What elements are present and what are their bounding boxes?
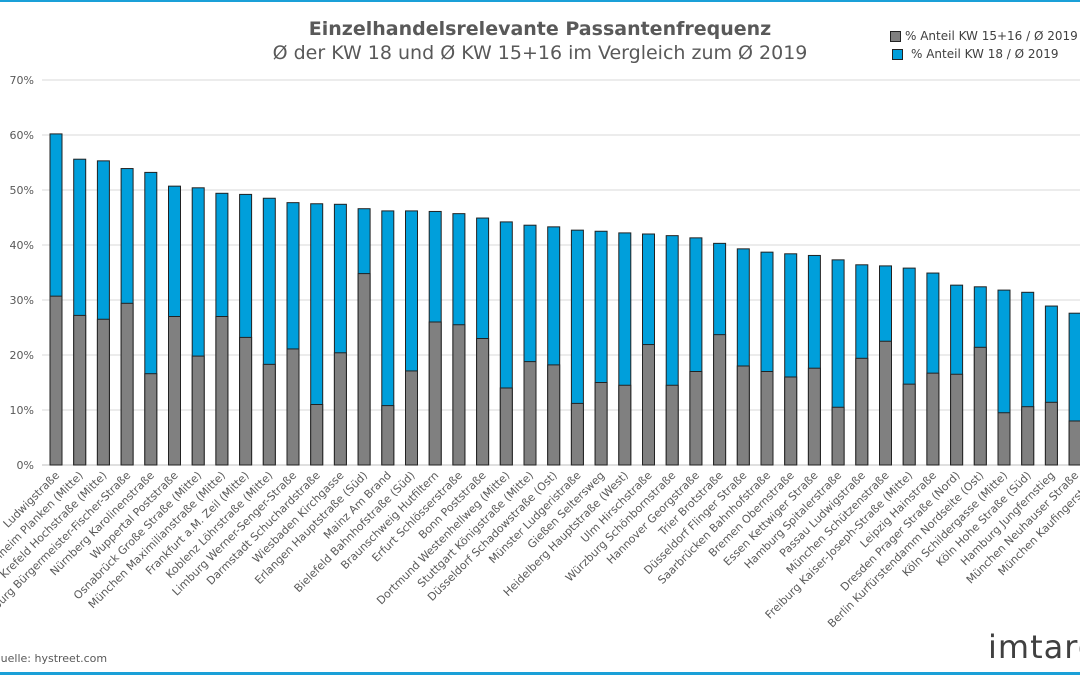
y-tick-label: 70%	[10, 74, 34, 87]
bar-kw15-16	[428, 321, 442, 466]
bottom-border	[0, 672, 1080, 675]
bar-kw15-16	[262, 363, 276, 466]
y-tick-label: 50%	[10, 184, 34, 197]
legend-item-kw15-16: % Anteil KW 15+16 / Ø 2019	[890, 27, 1078, 45]
bar-kw15-16	[689, 371, 703, 466]
bar-kw15-16	[333, 352, 347, 466]
bar-kw15-16	[49, 295, 63, 466]
bar-kw15-16	[144, 373, 158, 466]
bar-kw15-16	[997, 412, 1011, 466]
top-border	[0, 0, 1080, 2]
bar-kw15-16	[405, 370, 418, 466]
bar-kw15-16	[1044, 401, 1058, 466]
y-tick-label: 30%	[10, 294, 34, 307]
bar-kw15-16	[879, 340, 892, 466]
bar-kw15-16	[547, 364, 561, 466]
bar-kw15-16	[594, 382, 608, 466]
bar-kw15-16	[476, 338, 490, 466]
chart-title: Einzelhandelsrelevante Passantenfrequenz	[308, 18, 772, 40]
bar-kw15-16	[120, 302, 134, 466]
bar-kw15-16	[191, 355, 205, 466]
y-tick-label: 40%	[10, 239, 34, 252]
bar-kw15-16	[310, 404, 324, 466]
bar-kw15-16	[239, 336, 253, 466]
legend-item-kw18: % Anteil KW 18 / Ø 2019	[890, 45, 1078, 63]
bar-kw15-16	[926, 372, 940, 466]
bar-kw15-16	[168, 316, 181, 466]
bar-kw15-16	[215, 316, 229, 466]
bar-kw15-16	[499, 387, 513, 466]
source-note: Quelle: hystreet.com	[0, 652, 108, 665]
bar-kw15-16	[642, 344, 655, 466]
legend-label: % Anteil KW 18 / Ø 2019	[911, 47, 1059, 61]
bar-kw15-16	[950, 373, 964, 466]
bar-kw15-16	[855, 357, 869, 466]
legend-swatch-blue	[892, 48, 903, 60]
bar-kw15-16	[286, 348, 300, 466]
bar-kw15-16	[96, 318, 110, 466]
y-tick-label: 20%	[10, 349, 34, 362]
bar-kw15-16	[902, 383, 916, 466]
legend-label: % Anteil KW 15+16 / Ø 2019	[905, 29, 1078, 43]
bar-kw15-16	[784, 376, 798, 466]
y-tick-label: 60%	[10, 129, 34, 142]
bar-kw15-16	[713, 334, 727, 466]
legend: % Anteil KW 15+16 / Ø 2019 % Anteil KW 1…	[890, 27, 1078, 63]
bar-kw15-16	[831, 406, 845, 466]
y-tick-label: 0%	[17, 459, 34, 472]
bar-kw15-16	[760, 371, 774, 466]
y-tick-label: 10%	[10, 404, 34, 417]
bar-kw15-16	[523, 361, 537, 466]
bar-kw15-16	[665, 384, 679, 466]
bar-kw15-16	[1021, 406, 1035, 466]
chart-subtitle: Ø der KW 18 und Ø KW 15+16 im Vergleich …	[272, 42, 808, 64]
bar-kw15-16	[570, 402, 584, 466]
bar-kw15-16	[73, 314, 87, 466]
bar-kw15-16	[357, 273, 371, 466]
bar-kw15-16	[452, 324, 466, 466]
bar-kw15-16	[736, 365, 750, 466]
legend-swatch-grey	[890, 30, 901, 42]
bar-kw15-16	[618, 384, 632, 466]
bar-kw15-16	[1068, 420, 1080, 466]
logo: imtargo	[988, 628, 1080, 666]
bar-kw15-16	[807, 367, 821, 466]
bar-kw15-16	[381, 405, 395, 466]
bar-kw15-16	[973, 346, 987, 466]
